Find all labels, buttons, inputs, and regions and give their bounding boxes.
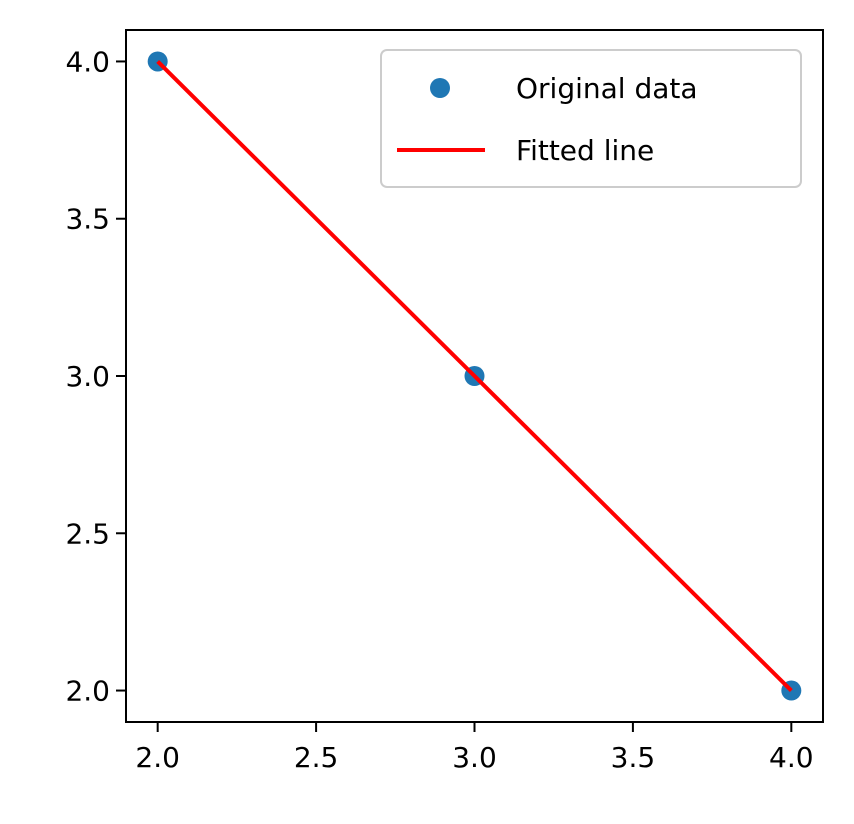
x-axis: 2.0 2.5 3.0 3.5 4.0 [135,722,814,774]
y-tick-label: 2.0 [65,675,110,708]
y-tick-label: 3.0 [65,360,110,393]
x-tick-label: 2.5 [294,741,339,774]
legend-frame [380,49,802,188]
x-tick-label: 4.0 [769,741,814,774]
y-tick-label: 4.0 [65,45,110,78]
legend: Original data Fitted line [380,49,802,188]
x-tick-label: 3.5 [611,741,656,774]
x-tick-label: 2.0 [135,741,180,774]
legend-label-original-data: Original data [516,72,698,105]
x-tick-label: 3.0 [452,741,497,774]
y-tick-label: 3.5 [65,203,110,236]
y-axis: 2.0 2.5 3.0 3.5 4.0 [65,45,126,708]
fitted-line [156,60,793,692]
legend-label-fitted-line: Fitted line [516,134,654,167]
y-tick-label: 2.5 [65,517,110,550]
legend-marker-original-data [430,78,450,98]
series-layer [147,51,802,701]
